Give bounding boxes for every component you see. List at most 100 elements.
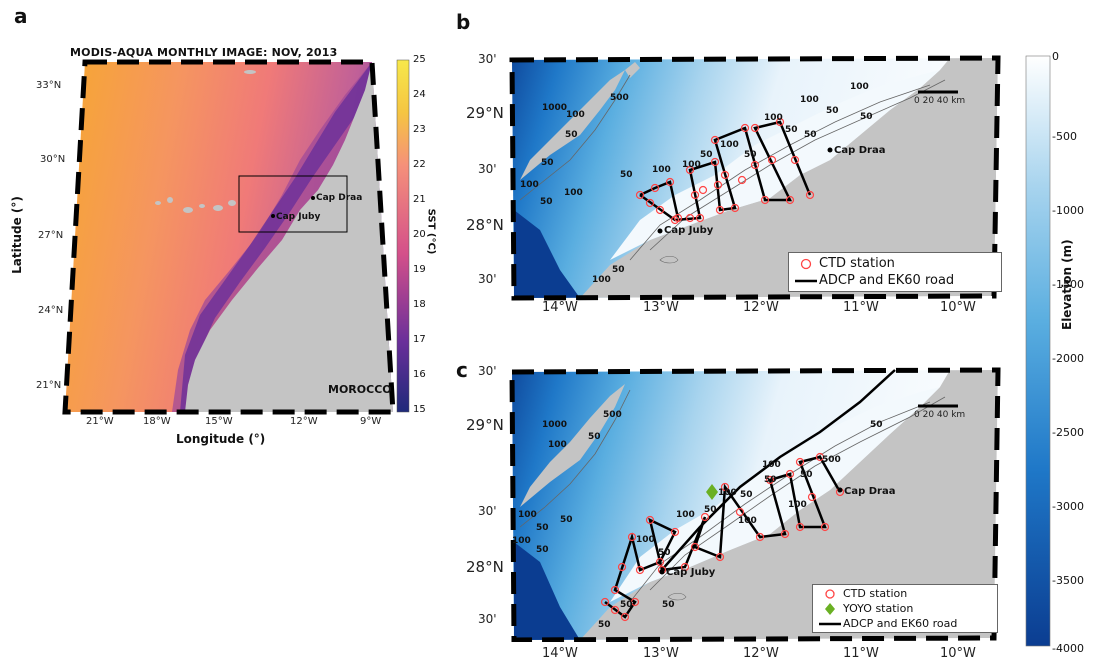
contour-label: 50 — [620, 170, 633, 180]
cap-draa-label-a: Cap Draa — [316, 193, 363, 203]
lon-tick-c: 13°W — [643, 646, 679, 661]
sst-colorbar — [396, 59, 410, 413]
sst-tick: 17 — [413, 334, 426, 345]
legend-item-adcp: ADCP and EK60 road — [793, 272, 997, 289]
lat-tick-b: 29°N — [466, 104, 504, 122]
contour-label: 100 — [518, 510, 537, 520]
contour-label: 100 — [564, 188, 583, 198]
lat-tick-a: 33°N — [36, 80, 62, 91]
lat-tick-c: 30' — [478, 504, 497, 518]
legend-item-ctd: CTD station — [793, 255, 997, 272]
panel-a-map — [62, 59, 410, 415]
elev-tick: -3500 — [1052, 574, 1084, 587]
legend-item-ctd: CTD station — [817, 586, 993, 601]
lat-tick-c: 28°N — [466, 558, 504, 576]
lon-tick-c: 10°W — [940, 646, 976, 661]
contour-label: 100 — [762, 460, 781, 470]
lat-tick-c: 30' — [478, 364, 497, 378]
morocco-label: MOROCCO — [328, 383, 392, 396]
lon-tick-b: 11°W — [843, 300, 879, 315]
ctd-marker-icon — [817, 588, 843, 600]
contour-label: 1000 — [542, 103, 568, 113]
contour-label: 50 — [620, 600, 633, 610]
contour-label: 500 — [822, 455, 841, 465]
sst-tick: 18 — [413, 299, 426, 310]
contour-label: 100 — [520, 180, 539, 190]
contour-label: 50 — [860, 112, 873, 122]
panel-c-letter: c — [456, 358, 468, 382]
lon-tick-a: 18°W — [143, 416, 171, 427]
contour-label: 100 — [788, 500, 807, 510]
cap-draa-label-b: Cap Draa — [834, 145, 886, 156]
contour-label: 50 — [536, 523, 549, 533]
sst-tick: 23 — [413, 124, 426, 135]
lon-tick-b: 10°W — [940, 300, 976, 315]
lon-tick-b: 12°W — [743, 300, 779, 315]
contour-label: 100 — [512, 536, 531, 546]
elev-tick: -1500 — [1052, 278, 1084, 291]
lon-tick-a: 9°W — [360, 416, 382, 427]
sst-tick: 20 — [413, 229, 426, 240]
contour-label: 50 — [560, 515, 573, 525]
sst-tick: 24 — [413, 89, 426, 100]
sst-colorbar-label: SST (°C) — [425, 208, 437, 255]
lat-tick-a: 21°N — [36, 380, 62, 391]
contour-label: 100 — [592, 275, 611, 285]
contour-label: 50 — [800, 470, 813, 480]
sst-tick: 16 — [413, 369, 426, 380]
contour-label: 100 — [682, 160, 701, 170]
contour-label: 500 — [603, 410, 622, 420]
contour-label: 100 — [652, 165, 671, 175]
elev-tick: -2500 — [1052, 426, 1084, 439]
contour-label: 50 — [536, 545, 549, 555]
contour-label: 50 — [588, 432, 601, 442]
legend-item-yoyo: YOYO station — [817, 601, 993, 616]
sst-tick: 15 — [413, 404, 426, 415]
contour-label: 100 — [738, 516, 757, 526]
contour-label: 50 — [764, 475, 777, 485]
contour-label: 100 — [548, 440, 567, 450]
contour-label: 100 — [850, 82, 869, 92]
lon-tick-c: 11°W — [843, 646, 879, 661]
contour-label: 100 — [566, 110, 585, 120]
contour-label: 50 — [541, 158, 554, 168]
elev-tick: -2000 — [1052, 352, 1084, 365]
contour-label: 50 — [870, 420, 883, 430]
elev-tick: 0 — [1052, 50, 1059, 63]
legend-label: CTD station — [819, 256, 895, 271]
yoyo-diamond-icon — [817, 602, 843, 616]
legend-c: CTD station YOYO station ADCP and EK60 r… — [812, 584, 998, 633]
elev-tick: -500 — [1052, 130, 1077, 143]
sst-colorbar-ticks: 25 24 23 22 21 20 19 18 17 16 15 — [413, 54, 437, 415]
elev-tick: -3000 — [1052, 500, 1084, 513]
contour-label: 50 — [804, 130, 817, 140]
panel-b-letter: b — [456, 10, 471, 34]
lon-tick-a: 21°W — [86, 416, 114, 427]
y-axis-label-a: Latitude (°) — [9, 196, 24, 274]
contour-label: 1000 — [542, 420, 568, 430]
lat-tick-b: 30' — [478, 162, 497, 176]
contour-label: 100 — [764, 113, 783, 123]
cap-draa-label-c: Cap Draa — [844, 486, 896, 497]
lon-tick-b: 13°W — [643, 300, 679, 315]
contour-label: 50 — [826, 106, 839, 116]
lat-tick-c: 29°N — [466, 416, 504, 434]
contour-label: 50 — [744, 150, 757, 160]
lat-tick-b: 30' — [478, 272, 497, 286]
sst-tick: 22 — [413, 159, 426, 170]
ctd-marker-icon — [793, 257, 819, 271]
sst-tick: 19 — [413, 264, 426, 275]
contour-label: 50 — [704, 505, 717, 515]
track-line-icon — [817, 621, 843, 627]
contour-label: 100 — [720, 140, 739, 150]
lat-tick-a: 24°N — [38, 305, 64, 316]
track-line-icon — [793, 278, 819, 284]
contour-label: 50 — [658, 548, 671, 558]
cap-juby-label-c: Cap Juby — [666, 567, 716, 578]
contour-label: 50 — [598, 620, 611, 630]
lon-tick-c: 14°W — [542, 646, 578, 661]
sst-tick: 21 — [413, 194, 426, 205]
contour-label: 50 — [662, 600, 675, 610]
cap-juby-label-b: Cap Juby — [664, 225, 714, 236]
legend-label: ADCP and EK60 road — [843, 617, 958, 630]
